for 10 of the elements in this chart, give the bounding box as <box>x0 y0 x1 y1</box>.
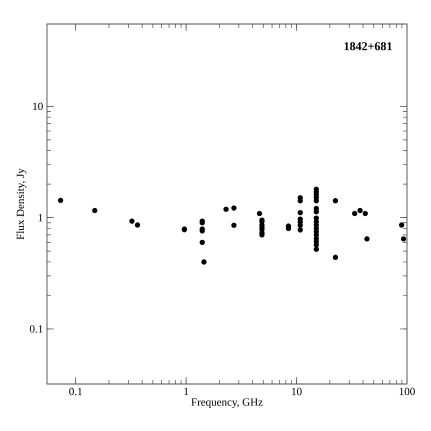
x-tick-label: 100 <box>400 388 415 396</box>
x-tick-label: 10 <box>292 388 302 396</box>
x-tick-label: 1 <box>184 388 188 396</box>
x-axis-title: Frequency, GHz <box>191 398 263 408</box>
text: 1842+681 <box>344 42 392 50</box>
y-tick-label: 0.1 <box>30 325 43 333</box>
x-tick-label: 0.1 <box>69 388 82 396</box>
y-axis-title: Flux Density, Jy <box>16 168 26 240</box>
y-tick-label: 10 <box>33 102 43 110</box>
y-tick-label: 1 <box>38 214 43 222</box>
